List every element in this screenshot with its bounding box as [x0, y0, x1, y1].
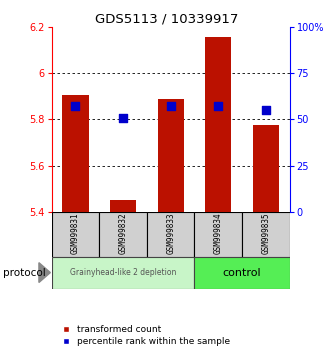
Bar: [194, 212, 242, 257]
Text: GSM999831: GSM999831: [71, 213, 80, 255]
Bar: [242, 212, 290, 257]
Bar: [158, 99, 184, 212]
Text: GDS5113 / 10339917: GDS5113 / 10339917: [95, 12, 238, 25]
Bar: [62, 95, 89, 212]
Point: [216, 104, 221, 109]
Polygon shape: [39, 263, 50, 282]
Text: GSM999833: GSM999833: [166, 213, 175, 255]
Bar: [52, 257, 194, 289]
Point: [263, 107, 268, 113]
Bar: [194, 257, 290, 289]
Text: Grainyhead-like 2 depletion: Grainyhead-like 2 depletion: [70, 268, 176, 277]
Bar: [147, 212, 194, 257]
Point: [73, 104, 78, 109]
Bar: [110, 200, 136, 212]
Bar: [253, 125, 279, 212]
Point: [121, 115, 126, 120]
Text: control: control: [223, 268, 261, 278]
Legend: transformed count, percentile rank within the sample: transformed count, percentile rank withi…: [63, 325, 230, 346]
Text: GSM999835: GSM999835: [261, 213, 270, 255]
Text: GSM999834: GSM999834: [214, 213, 223, 255]
Text: protocol: protocol: [3, 268, 46, 278]
Bar: [52, 212, 99, 257]
Point: [168, 104, 173, 109]
Text: GSM999832: GSM999832: [119, 213, 128, 255]
Bar: [99, 212, 147, 257]
Bar: [205, 37, 231, 212]
